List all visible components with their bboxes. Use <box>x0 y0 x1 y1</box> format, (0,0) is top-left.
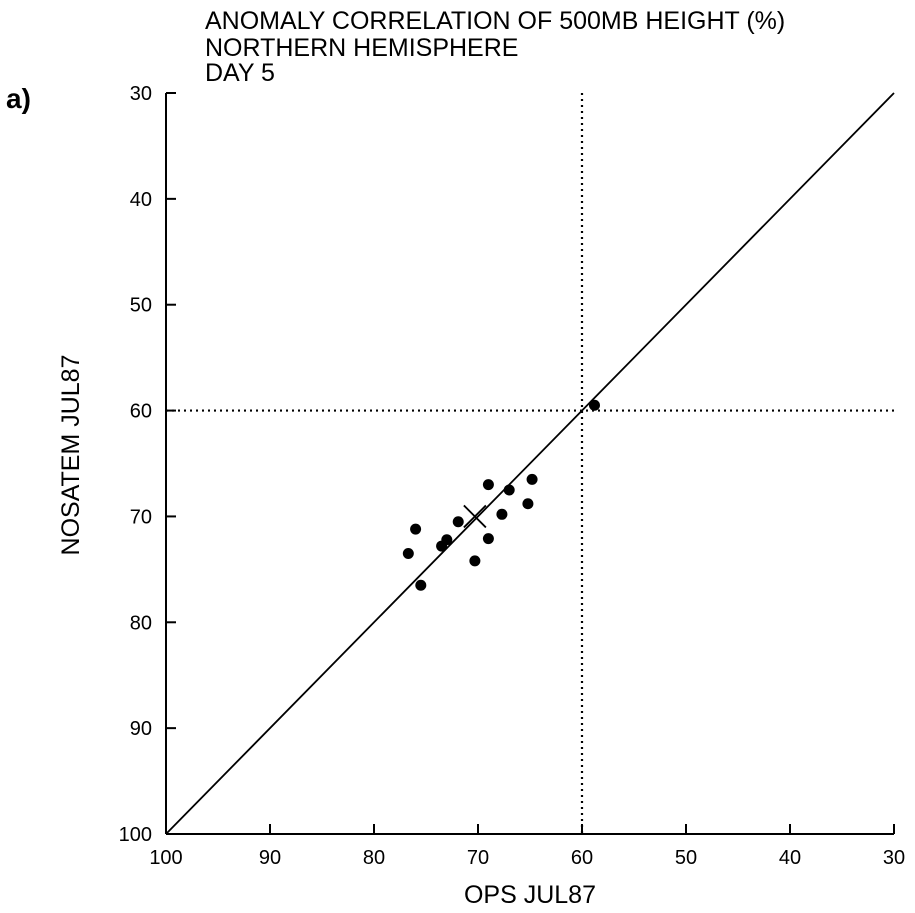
y-tick-label: 90 <box>130 718 152 740</box>
mean-point-cross <box>463 504 487 529</box>
data-point <box>452 516 464 528</box>
chart-title-line-1: ANOMALY CORRELATION OF 500MB HEIGHT (%) <box>205 7 785 35</box>
data-point <box>436 540 448 552</box>
y-tick-label: 80 <box>130 612 152 634</box>
y-axis-label: NOSATEM JUL87 <box>57 355 85 556</box>
x-tick-label: 70 <box>467 847 489 869</box>
x-tick-label: 100 <box>149 847 182 869</box>
y-tick-label: 40 <box>130 189 152 211</box>
x-tick-label: 30 <box>883 847 905 869</box>
y-tick-label: 70 <box>130 506 152 528</box>
data-point <box>588 399 600 411</box>
plot-area: 100 90 80 70 60 50 40 30 30 40 50 60 70 80 90 100 <box>119 83 906 869</box>
data-point <box>503 484 515 496</box>
data-point <box>482 533 494 545</box>
data-point <box>522 498 534 510</box>
x-tick-label: 90 <box>259 847 281 869</box>
chart-title-line-2: NORTHERN HEMISPHERE <box>205 34 518 62</box>
y-tick-label: 50 <box>130 295 152 317</box>
x-tick-label: 40 <box>779 847 801 869</box>
y-tick-label: 60 <box>130 401 152 423</box>
data-point <box>469 555 481 567</box>
y-tick-label: 30 <box>130 83 152 105</box>
y-tick-label: 100 <box>119 824 152 846</box>
data-point <box>526 473 538 485</box>
chart-title-line-3: DAY 5 <box>205 59 275 87</box>
data-point <box>402 547 414 559</box>
data-point <box>415 579 427 591</box>
data-point <box>496 508 508 520</box>
data-point <box>410 523 422 535</box>
x-tick-label: 80 <box>363 847 385 869</box>
data-point <box>482 479 494 491</box>
x-tick-label: 60 <box>571 847 593 869</box>
panel-label: a) <box>6 83 31 114</box>
reference-line-diagonal <box>165 92 895 835</box>
x-tick-label: 50 <box>675 847 697 869</box>
x-axis-label: OPS JUL87 <box>464 881 596 909</box>
